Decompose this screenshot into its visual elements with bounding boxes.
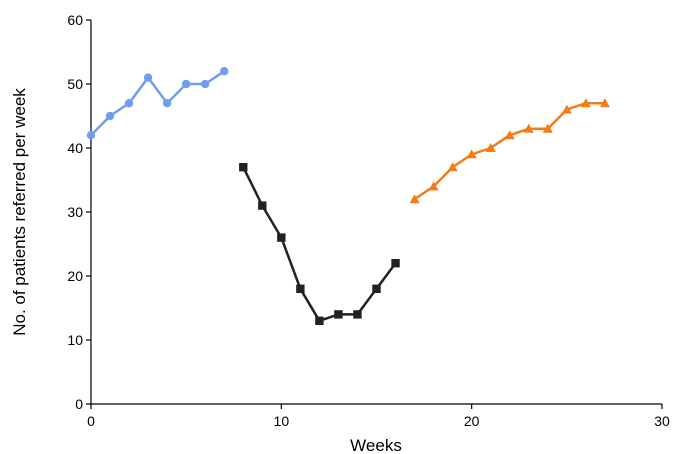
data-point <box>124 99 134 108</box>
data-point <box>220 67 229 76</box>
data-point <box>428 181 439 191</box>
y-tick-label: 60 <box>67 12 83 28</box>
data-point <box>391 259 400 268</box>
y-tick-label: 40 <box>67 140 83 156</box>
y-tick-label: 10 <box>67 332 83 348</box>
x-tick-label: 20 <box>464 413 480 429</box>
series-1-circle <box>86 67 229 140</box>
data-point <box>334 310 343 319</box>
series-3-triangle <box>409 98 610 204</box>
data-point <box>353 310 362 319</box>
data-point <box>561 104 572 114</box>
y-tick-label: 50 <box>67 76 83 92</box>
data-point <box>105 111 115 121</box>
series-2-square <box>239 163 400 325</box>
data-point <box>258 201 267 210</box>
x-tick-label: 30 <box>654 413 670 429</box>
data-point <box>409 194 420 204</box>
data-point <box>315 316 324 325</box>
data-point <box>277 233 286 242</box>
series-line <box>413 101 605 201</box>
y-axis-label: No. of patients referred per week <box>10 88 29 336</box>
series-line <box>242 166 397 323</box>
data-point <box>599 98 610 108</box>
x-axis-label: Weeks <box>350 436 402 454</box>
ticks: 0 10 20 30 40 50 60 0 10 20 30 <box>67 12 670 429</box>
data-point <box>372 284 381 293</box>
data-point <box>143 73 153 82</box>
data-point <box>239 163 248 172</box>
series-group <box>86 67 610 325</box>
y-tick-label: 30 <box>67 204 83 220</box>
data-point <box>201 79 210 89</box>
data-point <box>162 99 172 108</box>
y-tick-label: 20 <box>67 268 83 284</box>
x-tick-label: 10 <box>274 413 290 429</box>
x-tick-label: 0 <box>87 413 95 429</box>
data-point <box>296 284 305 293</box>
data-point <box>181 79 191 89</box>
data-point <box>580 98 591 108</box>
axes <box>90 20 662 405</box>
data-point <box>523 123 534 133</box>
y-tick-label: 0 <box>75 396 83 412</box>
data-point <box>485 143 496 152</box>
data-point <box>504 130 515 140</box>
data-point <box>86 131 96 140</box>
data-point <box>447 162 458 172</box>
data-point <box>542 123 553 133</box>
data-point <box>466 149 477 159</box>
